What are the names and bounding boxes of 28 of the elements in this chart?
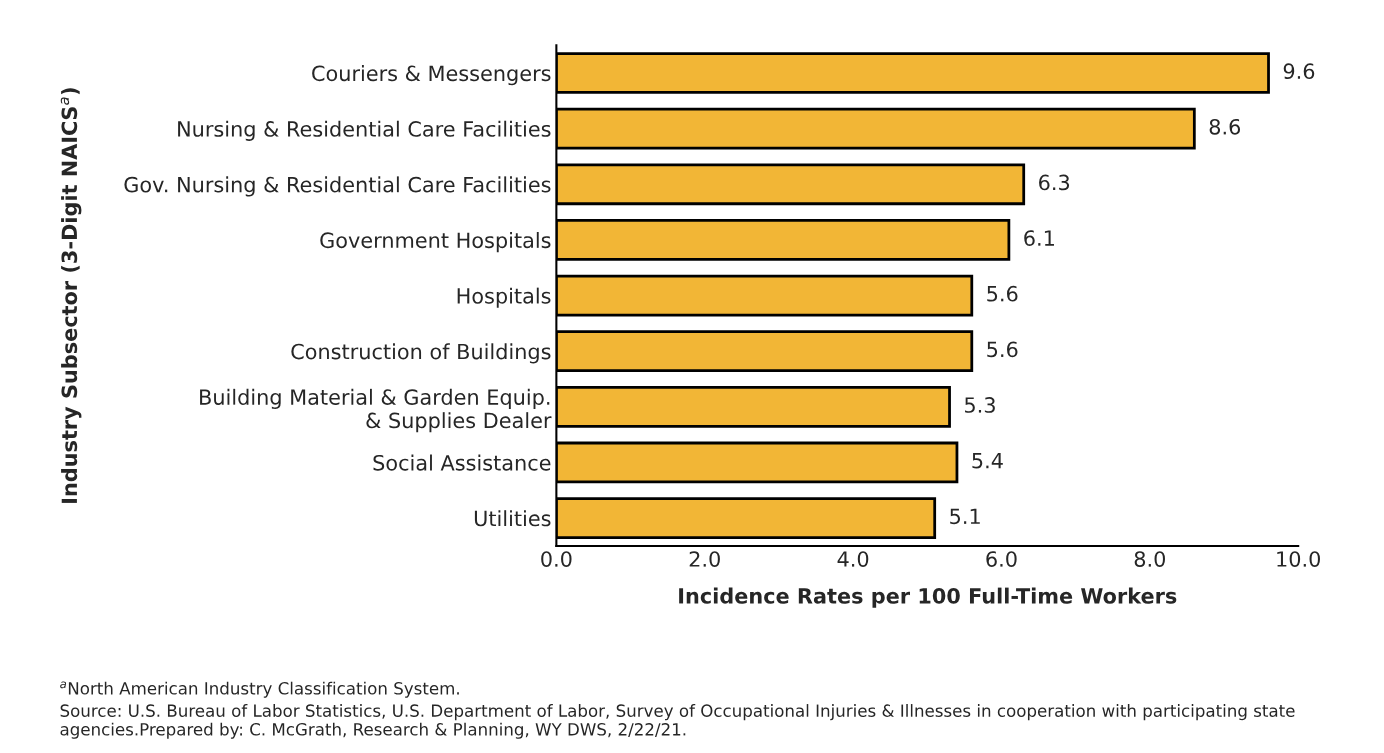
x-tick-label: 0.0 (541, 551, 572, 567)
data-label: 5.1 (950, 508, 980, 525)
y-axis-title: Industry Subsector (3-Digit NAICS$^{a}$) (60, 88, 82, 503)
data-label: 8.6 (1209, 118, 1241, 135)
text: $^{a}$North American Industry Classification System. (60, 681, 459, 698)
y-tick-label: Government Hospitals (320, 232, 551, 253)
y-tick-label: Social Assistance (373, 454, 551, 471)
y-tick-label: Utilities (474, 510, 551, 527)
source-note: Source: U.S. Bureau of Labor Statistics, U.S. Department of Labor, Survey of Occupational Injuries & Illnesses in cooperation with participating state agencies.Prepared by: C. McGrath, Research & Planning, WY DWS, 2/22/21. (60, 704, 1295, 739)
x-tick-label: 10.0 (1277, 551, 1320, 567)
y-tick-label: Couriers & Messengers (312, 65, 551, 86)
x-tick-label: 4.0 (837, 551, 869, 567)
x-tick-label: 8.0 (1134, 551, 1166, 567)
y-tick-label: Nursing & Residential Care Facilities (178, 120, 551, 141)
y-tick-label: Construction of Buildings (291, 343, 551, 364)
x-tick-label: 6.0 (986, 551, 1017, 567)
data-label: 5.6 (987, 341, 1018, 358)
y-tick-label: Gov. Nursing & Residential Care Facilities (124, 176, 551, 197)
x-tick-label: 2.0 (689, 551, 720, 567)
data-label: 6.1 (1024, 230, 1054, 246)
data-label: 9.6 (1283, 63, 1315, 80)
y-tick-label: Hospitals (457, 287, 551, 308)
data-label: 6.3 (1039, 174, 1070, 191)
data-label: 5.4 (972, 453, 1003, 469)
y-tick-label: Building Material & Garden Equip. & Supplies Dealer (200, 388, 552, 433)
x-axis-title: Incidence Rates per 100 Full-Time Workers (679, 587, 1177, 608)
data-label: 5.3 (965, 397, 995, 413)
data-label: 5.6 (987, 285, 1018, 302)
